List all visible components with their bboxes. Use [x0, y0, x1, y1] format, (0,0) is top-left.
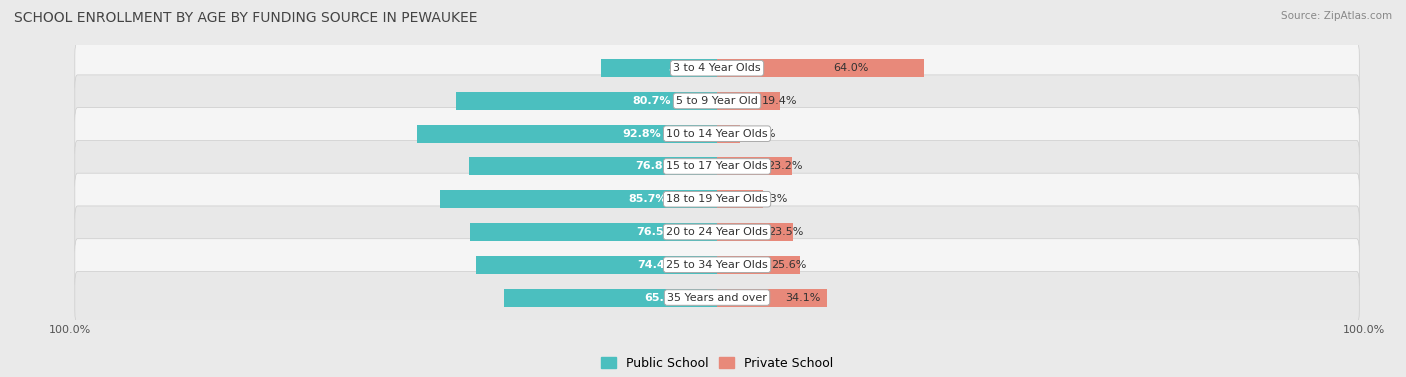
- Bar: [717, 190, 763, 208]
- Text: 80.7%: 80.7%: [633, 96, 671, 106]
- FancyBboxPatch shape: [75, 206, 1360, 258]
- Text: 18 to 19 Year Olds: 18 to 19 Year Olds: [666, 194, 768, 204]
- Text: 19.4%: 19.4%: [762, 96, 797, 106]
- Text: 64.0%: 64.0%: [834, 63, 869, 73]
- Text: 65.9%: 65.9%: [644, 293, 683, 302]
- Text: 3 to 4 Year Olds: 3 to 4 Year Olds: [673, 63, 761, 73]
- Text: 23.2%: 23.2%: [768, 161, 803, 172]
- Text: 76.5%: 76.5%: [636, 227, 675, 237]
- Bar: [456, 92, 717, 110]
- Bar: [477, 256, 717, 274]
- Text: Source: ZipAtlas.com: Source: ZipAtlas.com: [1281, 11, 1392, 21]
- Bar: [418, 125, 717, 143]
- Bar: [717, 223, 793, 241]
- Text: 23.5%: 23.5%: [768, 227, 803, 237]
- FancyBboxPatch shape: [75, 140, 1360, 193]
- Text: 25.6%: 25.6%: [772, 260, 807, 270]
- Bar: [717, 59, 924, 77]
- Bar: [717, 158, 792, 175]
- Bar: [717, 125, 741, 143]
- Text: 5 to 9 Year Old: 5 to 9 Year Old: [676, 96, 758, 106]
- Bar: [468, 158, 717, 175]
- FancyBboxPatch shape: [75, 173, 1360, 225]
- Text: 7.2%: 7.2%: [747, 129, 775, 139]
- Bar: [440, 190, 717, 208]
- FancyBboxPatch shape: [75, 42, 1360, 94]
- Text: 34.1%: 34.1%: [785, 293, 821, 302]
- Bar: [717, 92, 780, 110]
- Text: 92.8%: 92.8%: [623, 129, 661, 139]
- FancyBboxPatch shape: [75, 108, 1360, 160]
- Text: SCHOOL ENROLLMENT BY AGE BY FUNDING SOURCE IN PEWAUKEE: SCHOOL ENROLLMENT BY AGE BY FUNDING SOUR…: [14, 11, 478, 25]
- Text: 15 to 17 Year Olds: 15 to 17 Year Olds: [666, 161, 768, 172]
- Bar: [503, 288, 717, 307]
- Text: 76.8%: 76.8%: [636, 161, 675, 172]
- FancyBboxPatch shape: [75, 271, 1360, 323]
- Bar: [470, 223, 717, 241]
- Bar: [717, 256, 800, 274]
- Bar: [717, 288, 827, 307]
- Text: 10 to 14 Year Olds: 10 to 14 Year Olds: [666, 129, 768, 139]
- FancyBboxPatch shape: [75, 239, 1360, 291]
- Text: 20 to 24 Year Olds: 20 to 24 Year Olds: [666, 227, 768, 237]
- Bar: [600, 59, 717, 77]
- Text: 74.4%: 74.4%: [637, 260, 676, 270]
- FancyBboxPatch shape: [75, 75, 1360, 127]
- Text: 14.3%: 14.3%: [754, 194, 789, 204]
- Text: 35 Years and over: 35 Years and over: [666, 293, 768, 302]
- Text: 36.0%: 36.0%: [669, 63, 707, 73]
- Text: 85.7%: 85.7%: [628, 194, 666, 204]
- Legend: Public School, Private School: Public School, Private School: [596, 352, 838, 375]
- Text: 25 to 34 Year Olds: 25 to 34 Year Olds: [666, 260, 768, 270]
